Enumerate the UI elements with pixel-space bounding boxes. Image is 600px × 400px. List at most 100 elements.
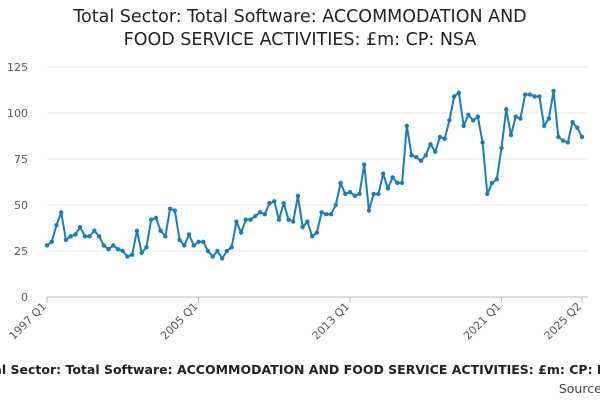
data-point[interactable] bbox=[404, 123, 410, 129]
data-point[interactable] bbox=[352, 193, 357, 198]
data-point[interactable] bbox=[234, 219, 239, 224]
data-point[interactable] bbox=[87, 234, 92, 239]
data-point[interactable] bbox=[115, 246, 121, 252]
data-point[interactable] bbox=[357, 191, 362, 197]
data-point[interactable] bbox=[390, 175, 395, 180]
data-point[interactable] bbox=[527, 92, 533, 97]
data-point[interactable] bbox=[437, 134, 443, 140]
data-point[interactable] bbox=[560, 138, 566, 143]
data-point[interactable] bbox=[134, 228, 140, 233]
data-point[interactable] bbox=[92, 228, 97, 233]
data-point[interactable] bbox=[504, 107, 509, 112]
data-point[interactable] bbox=[201, 239, 206, 244]
data-point[interactable] bbox=[328, 212, 334, 217]
data-point[interactable] bbox=[376, 191, 381, 197]
data-point[interactable] bbox=[338, 180, 343, 186]
data-point[interactable] bbox=[144, 245, 149, 250]
data-point[interactable] bbox=[186, 232, 192, 237]
data-point[interactable] bbox=[508, 132, 514, 138]
data-point[interactable] bbox=[54, 223, 59, 228]
data-point[interactable] bbox=[210, 254, 215, 259]
data-point[interactable] bbox=[451, 94, 457, 99]
data-point[interactable] bbox=[475, 114, 481, 119]
data-point[interactable] bbox=[366, 208, 372, 213]
data-point[interactable] bbox=[371, 191, 376, 197]
data-point[interactable] bbox=[130, 252, 135, 257]
data-point[interactable] bbox=[494, 177, 499, 182]
data-point[interactable] bbox=[295, 193, 301, 198]
data-point[interactable] bbox=[96, 234, 102, 239]
data-point[interactable] bbox=[77, 224, 83, 230]
data-point[interactable] bbox=[380, 171, 386, 176]
data-point[interactable] bbox=[447, 118, 452, 123]
data-point[interactable] bbox=[347, 189, 353, 195]
data-point[interactable] bbox=[333, 202, 339, 208]
data-point[interactable] bbox=[385, 186, 391, 191]
data-point[interactable] bbox=[537, 94, 542, 99]
data-point[interactable] bbox=[158, 228, 163, 233]
data-point[interactable] bbox=[575, 125, 580, 130]
data-point[interactable] bbox=[513, 114, 518, 119]
data-point[interactable] bbox=[532, 94, 537, 99]
data-point[interactable] bbox=[300, 224, 305, 230]
data-point[interactable] bbox=[470, 118, 476, 123]
data-point[interactable] bbox=[466, 112, 471, 118]
data-point[interactable] bbox=[172, 208, 178, 213]
data-point[interactable] bbox=[290, 219, 296, 224]
data-point[interactable] bbox=[82, 234, 88, 239]
data-point[interactable] bbox=[63, 237, 69, 243]
data-point[interactable] bbox=[191, 243, 196, 248]
data-point[interactable] bbox=[167, 206, 173, 211]
data-point[interactable] bbox=[153, 215, 159, 221]
data-point[interactable] bbox=[101, 243, 107, 248]
data-point[interactable] bbox=[49, 239, 54, 244]
data-point[interactable] bbox=[456, 90, 462, 95]
data-point[interactable] bbox=[546, 116, 552, 121]
data-point[interactable] bbox=[276, 217, 282, 222]
data-point[interactable] bbox=[44, 243, 50, 248]
data-point[interactable] bbox=[257, 210, 263, 215]
data-point[interactable] bbox=[177, 237, 182, 243]
data-point[interactable] bbox=[196, 239, 201, 244]
data-point[interactable] bbox=[243, 217, 249, 222]
data-point[interactable] bbox=[343, 191, 348, 197]
data-point[interactable] bbox=[125, 254, 130, 259]
data-point[interactable] bbox=[68, 234, 73, 239]
data-point[interactable] bbox=[253, 213, 258, 219]
data-point[interactable] bbox=[73, 232, 78, 237]
data-point[interactable] bbox=[518, 116, 523, 121]
data-point[interactable] bbox=[182, 243, 187, 248]
data-point[interactable] bbox=[399, 180, 405, 186]
data-point[interactable] bbox=[238, 230, 244, 235]
data-point[interactable] bbox=[324, 212, 329, 217]
data-point[interactable] bbox=[442, 136, 447, 141]
data-point[interactable] bbox=[120, 248, 125, 254]
data-point[interactable] bbox=[205, 248, 211, 254]
data-point[interactable] bbox=[565, 140, 570, 145]
data-point[interactable] bbox=[409, 153, 414, 158]
data-point[interactable] bbox=[106, 246, 111, 252]
data-point[interactable] bbox=[286, 217, 291, 222]
data-point[interactable] bbox=[423, 153, 428, 158]
data-point[interactable] bbox=[219, 256, 225, 261]
data-point[interactable] bbox=[461, 123, 466, 129]
data-point[interactable] bbox=[414, 154, 419, 160]
data-point[interactable] bbox=[428, 142, 433, 147]
data-point[interactable] bbox=[395, 180, 400, 186]
data-point[interactable] bbox=[570, 120, 575, 125]
data-point[interactable] bbox=[319, 210, 324, 215]
data-point[interactable] bbox=[362, 162, 367, 167]
data-point[interactable] bbox=[59, 210, 64, 215]
data-point[interactable] bbox=[499, 145, 504, 151]
data-point[interactable] bbox=[262, 212, 267, 217]
data-point[interactable] bbox=[111, 243, 116, 248]
data-point[interactable] bbox=[485, 191, 490, 197]
data-point[interactable] bbox=[272, 199, 277, 204]
data-point[interactable] bbox=[480, 140, 485, 145]
data-point[interactable] bbox=[305, 219, 310, 224]
data-point[interactable] bbox=[248, 217, 253, 222]
data-point[interactable] bbox=[163, 234, 168, 239]
data-point[interactable] bbox=[229, 245, 234, 250]
data-point[interactable] bbox=[139, 250, 144, 256]
data-point[interactable] bbox=[522, 92, 528, 97]
